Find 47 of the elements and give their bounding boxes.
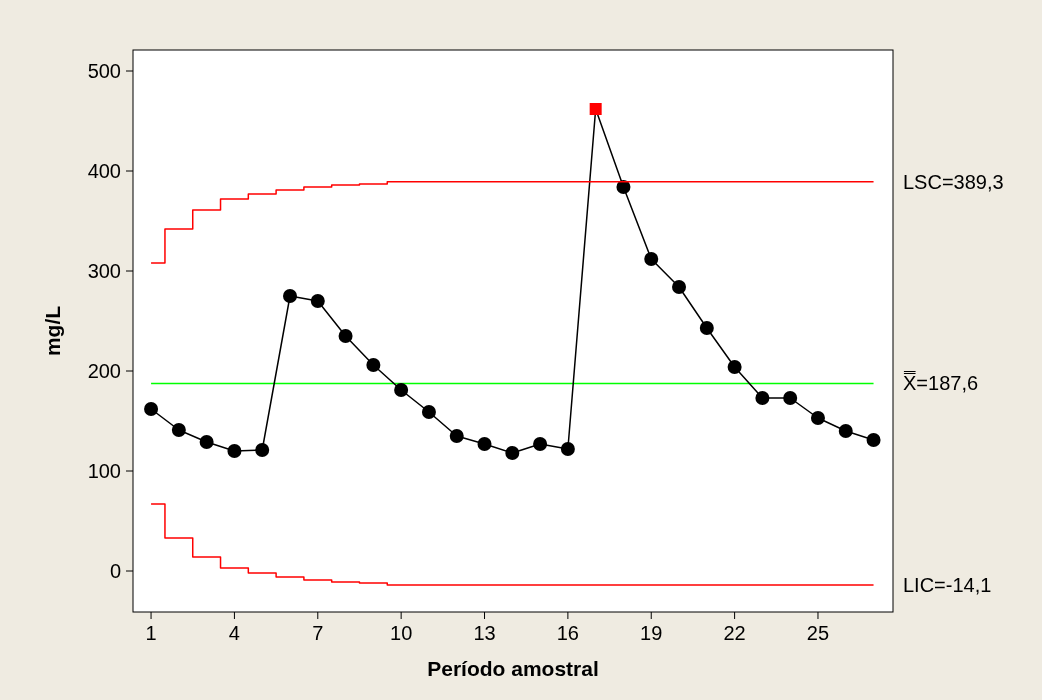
series-label: LSC=389,3 bbox=[903, 170, 1004, 193]
point bbox=[616, 180, 631, 194]
x-tick-label: 16 bbox=[556, 622, 580, 644]
y-tick-label: 500 bbox=[87, 60, 121, 82]
x-tick-label: 4 bbox=[228, 622, 240, 644]
y-axis-title: mg/L bbox=[41, 305, 64, 357]
point bbox=[283, 289, 297, 303]
point bbox=[727, 360, 742, 374]
series-label: LIC=-14,1 bbox=[903, 574, 992, 597]
point bbox=[644, 252, 659, 266]
x-tick-label: 25 bbox=[806, 622, 830, 644]
point bbox=[366, 358, 381, 372]
x-tick-label: 22 bbox=[723, 622, 746, 644]
y-tick-label: 400 bbox=[87, 160, 121, 182]
point bbox=[171, 423, 186, 437]
point bbox=[866, 433, 881, 447]
point bbox=[310, 294, 325, 308]
point bbox=[810, 411, 825, 425]
point bbox=[589, 103, 602, 115]
point bbox=[838, 424, 853, 438]
point bbox=[421, 405, 436, 419]
point bbox=[505, 446, 520, 460]
y-tick-label: 200 bbox=[87, 360, 121, 382]
x-tick-label: 13 bbox=[473, 622, 496, 644]
point bbox=[144, 402, 159, 416]
point bbox=[560, 442, 575, 456]
x-axis-title: Período amostral bbox=[427, 657, 599, 680]
x-tick-label: 7 bbox=[312, 622, 324, 644]
point bbox=[449, 429, 464, 443]
point bbox=[338, 329, 353, 343]
point bbox=[699, 321, 714, 335]
point bbox=[227, 444, 242, 458]
y-tick-label: 300 bbox=[87, 260, 121, 282]
x-tick-label: 1 bbox=[145, 622, 157, 644]
x-tick-label: 10 bbox=[390, 622, 413, 644]
y-tick-label: 100 bbox=[87, 460, 121, 482]
y-tick-label: 0 bbox=[109, 560, 121, 582]
point bbox=[533, 437, 548, 451]
point bbox=[755, 391, 770, 405]
point bbox=[672, 280, 687, 294]
point bbox=[477, 437, 492, 451]
x-tick-label: 19 bbox=[640, 622, 663, 644]
point bbox=[255, 443, 270, 457]
point bbox=[199, 435, 214, 449]
ref-line-label: X̿=187,6 bbox=[903, 371, 979, 395]
point bbox=[783, 391, 798, 405]
point bbox=[394, 383, 409, 397]
